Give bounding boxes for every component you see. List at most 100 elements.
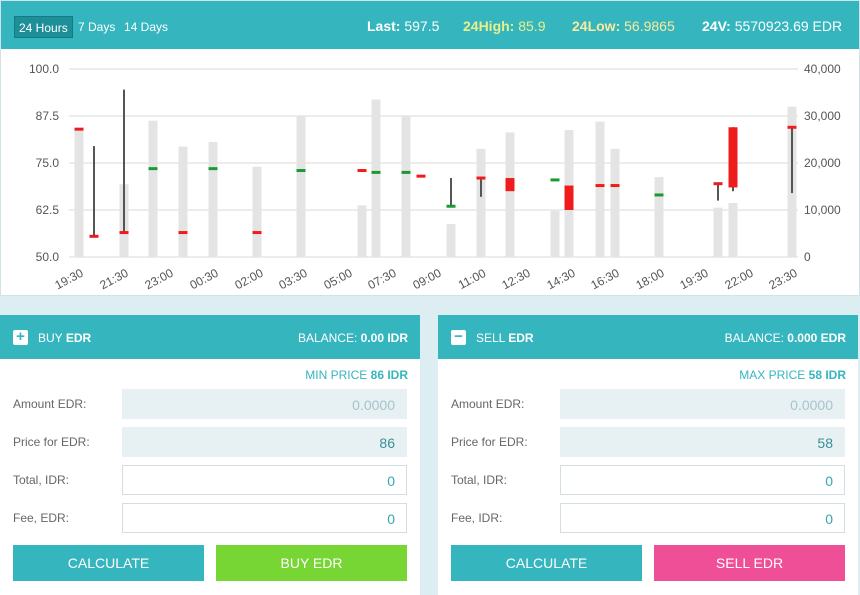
sell-balance-value: 0.000 EDR — [787, 331, 846, 345]
buy-total-field[interactable]: 0 — [122, 465, 407, 495]
sell-calculate-button[interactable]: CALCULATE — [451, 545, 642, 581]
sell-panel-header: − SELL EDR BALANCE: 0.000 EDR — [438, 315, 858, 359]
x-axis-tick: 03:30 — [276, 266, 309, 293]
volume-value: 5570923.69 EDR — [735, 18, 842, 34]
min-price-value: 86 IDR — [371, 368, 408, 382]
high-value: 85.9 — [518, 18, 545, 34]
candle-body — [565, 186, 574, 210]
y-axis-right-tick: 10,000 — [804, 203, 841, 217]
candle-body — [477, 177, 486, 180]
volume-bar — [297, 116, 306, 257]
candle-body — [358, 169, 367, 172]
buy-amount-row: Amount EDR: 0.0000 — [0, 389, 420, 419]
x-axis-tick: 19:30 — [677, 266, 710, 293]
last-label: Last: — [367, 18, 400, 34]
sell-title-prefix: SELL — [476, 331, 505, 345]
x-axis-tick: 22:00 — [722, 266, 755, 293]
min-price-label: MIN PRICE — [305, 368, 367, 382]
volume-bar — [477, 149, 486, 257]
low-value: 56.9865 — [624, 18, 675, 34]
buy-price-label: Price for EDR: — [13, 435, 90, 449]
sell-price-field[interactable]: 58 — [560, 427, 845, 457]
sell-total-label: Total, IDR: — [451, 473, 507, 487]
sell-fee-row: Fee, IDR: 0 — [438, 503, 858, 533]
candle-body — [402, 171, 411, 174]
sell-panel: − SELL EDR BALANCE: 0.000 EDR MAX PRICE … — [438, 315, 858, 595]
tab-7-days[interactable]: 7 Days — [74, 16, 119, 38]
candle-body — [788, 126, 797, 129]
x-axis-tick: 23:00 — [142, 266, 175, 293]
candle-body — [253, 231, 262, 234]
volume-bar — [372, 100, 381, 257]
x-axis-tick: 09:00 — [410, 266, 443, 293]
candle-body — [90, 235, 99, 238]
volume-bar — [729, 203, 738, 257]
sell-edr-button[interactable]: SELL EDR — [654, 545, 845, 581]
max-price-value: 58 IDR — [809, 368, 846, 382]
sell-balance-label: BALANCE: — [725, 331, 784, 345]
candle-body — [714, 182, 723, 185]
buy-title: BUY EDR — [38, 331, 91, 345]
volume-bar — [655, 177, 664, 257]
candle-body — [297, 169, 306, 172]
candle-body — [179, 231, 188, 234]
low-stat: 24Low: 56.9865 — [572, 18, 675, 34]
buy-edr-button[interactable]: BUY EDR — [216, 545, 407, 581]
volume-bar — [596, 122, 605, 257]
volume-bar — [551, 211, 560, 257]
x-axis-tick: 02:00 — [232, 266, 265, 293]
sell-total-field[interactable]: 0 — [560, 465, 845, 495]
volume-bar — [209, 142, 218, 257]
volume-bar — [358, 205, 367, 257]
y-axis-left-tick: 62.5 — [36, 203, 60, 217]
candle-body — [596, 184, 605, 187]
max-price: MAX PRICE 58 IDR — [739, 368, 846, 382]
buy-panel-header: + BUY EDR BALANCE: 0.00 IDR — [0, 315, 420, 359]
high-stat: 24High: 85.9 — [463, 18, 545, 34]
min-price: MIN PRICE 86 IDR — [305, 368, 408, 382]
sell-price-row: Price for EDR: 58 — [438, 427, 858, 457]
tab-14-days[interactable]: 14 Days — [120, 16, 172, 38]
sell-amount-placeholder: 0.0000 — [790, 397, 833, 413]
x-axis-tick: 14:30 — [544, 266, 577, 293]
volume-bar — [611, 149, 620, 257]
buy-fee-row: Fee, EDR: 0 — [0, 503, 420, 533]
candle-body — [120, 231, 129, 234]
sell-amount-field[interactable]: 0.0000 — [560, 389, 845, 419]
buy-calculate-button[interactable]: CALCULATE — [13, 545, 204, 581]
sell-balance: BALANCE: 0.000 EDR — [725, 331, 846, 345]
candle-body — [149, 167, 158, 170]
low-label: 24Low: — [572, 18, 620, 34]
buy-amount-field[interactable]: 0.0000 — [122, 389, 407, 419]
high-label: 24High: — [463, 18, 514, 34]
buy-price-field[interactable]: 86 — [122, 427, 407, 457]
max-price-label: MAX PRICE — [739, 368, 805, 382]
x-axis-tick: 00:30 — [187, 266, 220, 293]
volume-bar — [714, 208, 723, 257]
candle-body — [209, 167, 218, 170]
sell-price-label: Price for EDR: — [451, 435, 528, 449]
volume-stat: 24V: 5570923.69 EDR — [702, 18, 842, 34]
volume-bar — [447, 224, 456, 257]
buy-total-row: Total, IDR: 0 — [0, 465, 420, 495]
buy-balance: BALANCE: 0.00 IDR — [298, 331, 408, 345]
x-axis-tick: 16:30 — [588, 266, 621, 293]
volume-bar — [506, 132, 515, 257]
sell-fee-field[interactable]: 0 — [560, 503, 845, 533]
buy-fee-field[interactable]: 0 — [122, 503, 407, 533]
volume-bar — [402, 116, 411, 257]
buy-balance-value: 0.00 IDR — [361, 331, 408, 345]
tab-24-hours[interactable]: 24 Hours — [14, 16, 73, 38]
x-axis-tick: 12:30 — [499, 266, 532, 293]
volume-label: 24V: — [702, 18, 731, 34]
last-value: 597.5 — [404, 18, 439, 34]
candle-body — [655, 193, 664, 196]
buy-amount-label: Amount EDR: — [13, 397, 86, 411]
sell-amount-row: Amount EDR: 0.0000 — [438, 389, 858, 419]
candle-body — [551, 178, 560, 181]
y-axis-left-tick: 75.0 — [36, 156, 60, 170]
minus-icon[interactable]: − — [451, 330, 466, 345]
plus-icon[interactable]: + — [13, 330, 28, 345]
candle-body — [372, 171, 381, 174]
chart-toolbar: 24 Hours 7 Days 14 Days Last: 597.5 24Hi… — [1, 1, 859, 49]
